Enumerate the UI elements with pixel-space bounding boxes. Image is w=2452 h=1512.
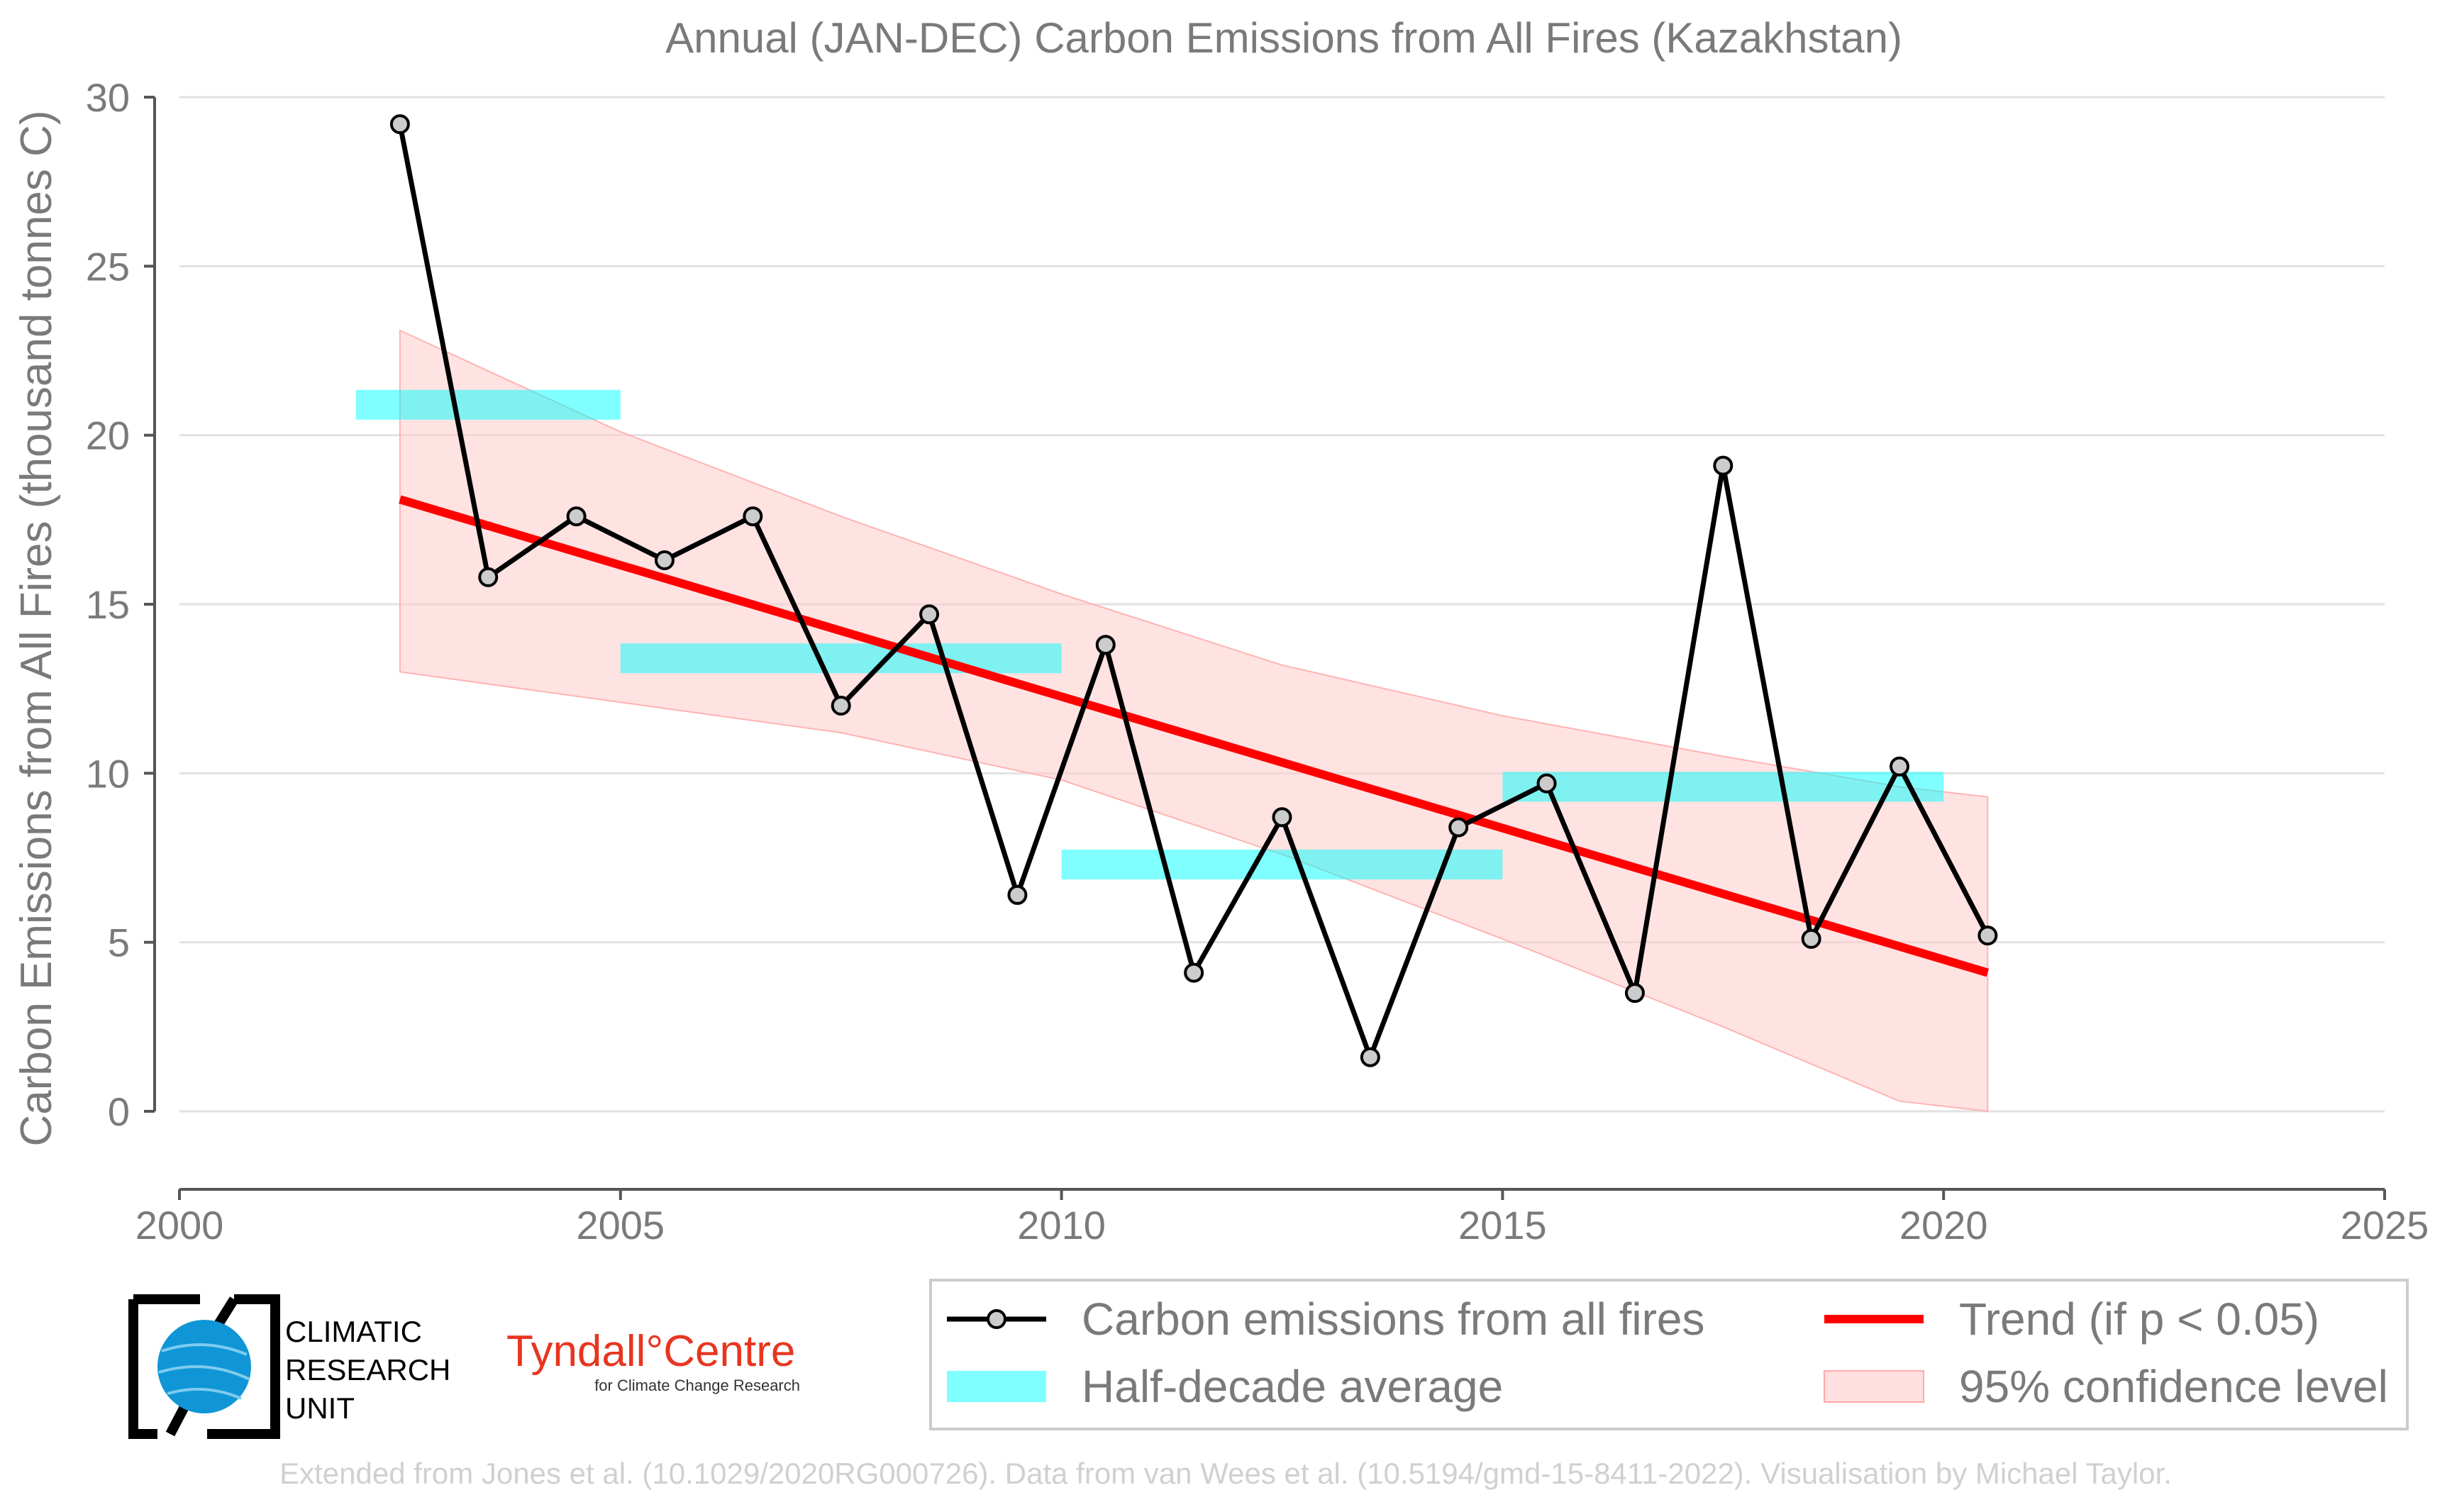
half-decade-bar-3 <box>1502 772 1944 802</box>
x-tick-label-2010: 2010 <box>1017 1203 1106 1247</box>
y-tick-label-30: 30 <box>86 75 130 120</box>
cru-text-line1: CLIMATIC <box>285 1315 422 1348</box>
legend-confidence-swatch <box>1824 1370 1924 1403</box>
legend-trend-label: Trend (if p < 0.05) <box>1959 1294 2319 1345</box>
trend-line-group <box>399 495 1990 977</box>
half-decade-bar-1 <box>620 643 1062 674</box>
emissions-point-11 <box>1360 1047 1380 1067</box>
y-tick-label-5: 5 <box>108 921 130 965</box>
emissions-point-3 <box>654 550 675 571</box>
trend-line <box>399 495 1990 977</box>
emissions-point-9 <box>1184 962 1204 983</box>
axes <box>144 96 2386 1200</box>
emissions-point-13 <box>1536 773 1557 794</box>
cru-text-line2: RESEARCH <box>285 1353 450 1386</box>
emissions-point-1 <box>478 567 499 587</box>
legend-emissions-label: Carbon emissions from all fires <box>1082 1294 1705 1345</box>
half-decade-bar-2 <box>1061 850 1503 880</box>
legend: Carbon emissions from all fires Half-dec… <box>929 1279 2409 1430</box>
chart-title: Annual (JAN-DEC) Carbon Emissions from A… <box>665 14 1902 62</box>
emissions-point-16 <box>1801 928 1821 949</box>
cru-text-line3: UNIT <box>285 1391 355 1425</box>
tyndall-name: Tyndall°Centre <box>506 1327 795 1376</box>
legend-emissions-marker <box>987 1309 1006 1329</box>
emissions-point-12 <box>1448 817 1469 838</box>
emissions-point-14 <box>1624 983 1645 1004</box>
x-tick-label-2015: 2015 <box>1458 1203 1547 1247</box>
legend-box <box>929 1279 2409 1430</box>
legend-average-label: Half-decade average <box>1082 1361 1503 1412</box>
y-tick-label-10: 10 <box>86 751 130 796</box>
emissions-point-7 <box>1007 884 1028 905</box>
x-tick-label-2020: 2020 <box>1899 1203 1988 1247</box>
emissions-point-17 <box>1890 756 1910 777</box>
y-tick-label-0: 0 <box>108 1089 130 1134</box>
cru-logo: CLIMATIC RESEARCH UNIT <box>128 1294 450 1439</box>
tyndall-subtitle: for Climate Change Research <box>594 1377 800 1394</box>
emissions-point-2 <box>566 506 587 527</box>
y-axis-label: Carbon Emissions from All Fires (thousan… <box>12 110 61 1146</box>
emissions-point-0 <box>389 114 410 135</box>
emissions-point-8 <box>1095 635 1116 655</box>
y-tick-label-15: 15 <box>86 582 130 627</box>
y-tick-label-20: 20 <box>86 413 130 458</box>
x-tick-label-2005: 2005 <box>577 1203 665 1247</box>
half-decade-bar-0 <box>355 389 621 420</box>
credit-text: Extended from Jones et al. (10.1029/2020… <box>279 1457 2172 1490</box>
confidence-band-area <box>399 329 1989 1113</box>
globe-contour-lines <box>158 1343 250 1400</box>
confidence-band <box>399 329 1989 1113</box>
half-decade-bars <box>355 389 1944 880</box>
x-tick-label-2025: 2025 <box>2341 1203 2429 1247</box>
emissions-point-4 <box>743 506 763 527</box>
x-tick-label-2000: 2000 <box>135 1203 224 1247</box>
legend-confidence-label: 95% confidence level <box>1959 1361 2388 1412</box>
emissions-point-6 <box>919 604 940 625</box>
emissions-point-5 <box>831 696 851 716</box>
emissions-point-15 <box>1713 455 1733 476</box>
y-tick-label-25: 25 <box>86 244 130 289</box>
emissions-point-18 <box>1977 925 1998 946</box>
emissions-series <box>389 114 1998 1067</box>
tyndall-logo: Tyndall°Centre for Climate Change Resear… <box>506 1327 800 1394</box>
cru-logo-slash-bottom <box>165 1401 191 1437</box>
emissions-point-10 <box>1272 807 1292 828</box>
cru-logo-frame <box>128 1294 280 1439</box>
legend-average-swatch <box>947 1371 1046 1402</box>
